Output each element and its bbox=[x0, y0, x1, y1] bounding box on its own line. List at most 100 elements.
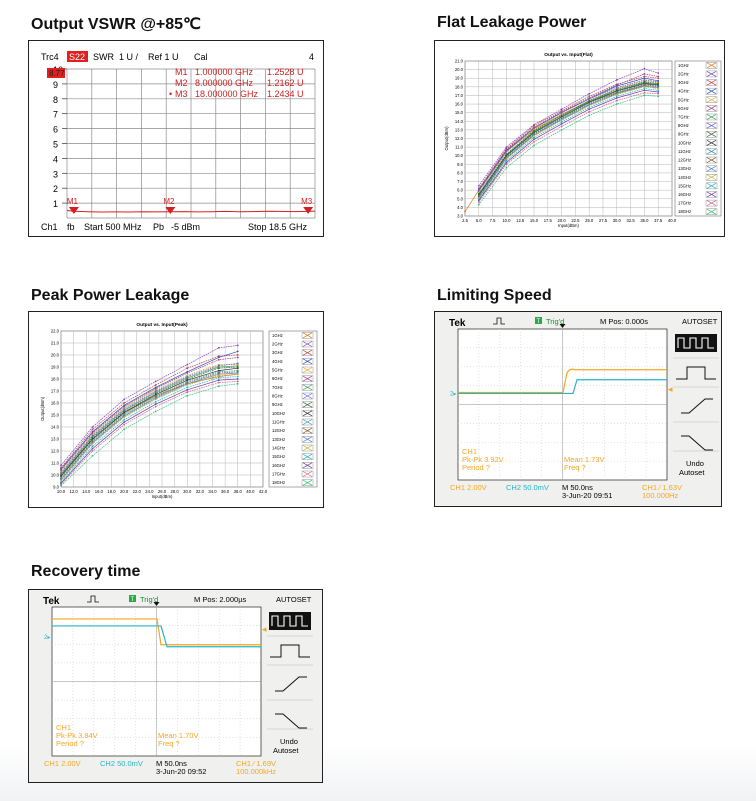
data-point bbox=[588, 106, 591, 109]
data-point bbox=[560, 128, 563, 131]
recovery-title: Recovery time bbox=[31, 563, 141, 580]
timebase: M 50.0ns bbox=[156, 759, 187, 768]
data-point bbox=[615, 95, 618, 98]
legend-label: 16GHz bbox=[272, 463, 285, 468]
legend-label: 11GHz bbox=[678, 149, 691, 154]
series-line bbox=[478, 88, 659, 200]
data-point bbox=[657, 75, 660, 78]
data-point bbox=[505, 166, 508, 169]
legend-swatch bbox=[302, 349, 313, 356]
y-tick-label: 4.0 bbox=[457, 205, 463, 210]
x-tick-label: 34.0 bbox=[208, 489, 217, 494]
legend-swatch bbox=[706, 62, 717, 69]
vswr-scale: 1 U / bbox=[119, 52, 139, 62]
vswr-marker-freq: 18.000000 GHz bbox=[195, 89, 259, 99]
recovery-scope-svg: Tek T Trig'd M Pos: 2.000µs AUTOSET 2▸ ◂ CH1Pk-… bbox=[29, 590, 322, 782]
data-point bbox=[505, 158, 508, 161]
y-tick-label: 14.0 bbox=[51, 425, 60, 430]
datetime: 3-Jun-20 09:51 bbox=[562, 491, 612, 500]
legend-swatch bbox=[302, 332, 313, 339]
data-point bbox=[477, 201, 480, 204]
data-point bbox=[154, 410, 157, 413]
legend-label: 9GHz bbox=[272, 402, 283, 407]
data-point bbox=[643, 91, 646, 94]
menu-square-wave-icon bbox=[677, 337, 714, 349]
x-tick-label: 2.5 bbox=[462, 218, 468, 223]
vswr-panel: Trc4 S22 SWR 1 U / Ref 1 U Cal 4 1098765… bbox=[28, 40, 324, 237]
legend-label: 14GHz bbox=[678, 175, 691, 180]
data-point bbox=[464, 210, 466, 213]
vswr-marker-value: 1.2434 U bbox=[267, 89, 304, 99]
x-tick-label: 7.5 bbox=[490, 218, 496, 223]
data-point bbox=[91, 428, 94, 431]
data-point bbox=[154, 380, 157, 383]
data-point bbox=[236, 350, 239, 353]
data-point bbox=[657, 80, 660, 83]
y-tick-label: 11.0 bbox=[51, 461, 60, 466]
x-tick-label: 14.0 bbox=[82, 489, 91, 494]
legend-swatch bbox=[706, 200, 717, 206]
x-tick-label: 36.0 bbox=[221, 489, 230, 494]
legend-label: 2GHz bbox=[272, 342, 283, 347]
data-point bbox=[505, 159, 508, 162]
data-point bbox=[657, 91, 660, 93]
data-point bbox=[123, 418, 126, 421]
meas-period: Period ? bbox=[462, 463, 490, 472]
y-tick-label: 21.0 bbox=[51, 341, 60, 346]
x-tick-label: 32.0 bbox=[196, 489, 205, 494]
vswr-ytick-label: 4 bbox=[53, 154, 58, 164]
ch2-trace bbox=[52, 625, 261, 648]
x-tick-label: 15.0 bbox=[530, 218, 539, 223]
series-line bbox=[478, 85, 659, 199]
vswr-ref-flag-text: 8.77 bbox=[49, 69, 65, 78]
data-point bbox=[236, 367, 239, 370]
legend-swatch bbox=[302, 453, 313, 460]
meas-ch1-label: CH1 bbox=[56, 723, 71, 732]
vswr-marker-triangle bbox=[303, 207, 314, 214]
trigger-freq: 100.000kHz bbox=[236, 767, 276, 776]
vswr-svg: Trc4 S22 SWR 1 U / Ref 1 U Cal 4 1098765… bbox=[29, 41, 323, 236]
data-point bbox=[91, 434, 94, 437]
legend-label: 18GHz bbox=[272, 480, 285, 485]
limiting-scope-panel: Tek T Trig'd M Pos: 0.000s AUTOSET 2▸ ◂ CH1 Pk-P… bbox=[434, 311, 722, 507]
data-point bbox=[643, 79, 646, 81]
data-point bbox=[657, 77, 660, 80]
meas-period: Period ? bbox=[56, 739, 84, 748]
x-tick-label: 12.0 bbox=[70, 489, 79, 494]
data-point bbox=[123, 405, 126, 408]
data-point bbox=[154, 405, 157, 408]
data-point bbox=[643, 94, 646, 97]
y-tick-label: 15.0 bbox=[51, 413, 60, 418]
data-point bbox=[123, 428, 126, 431]
legend-label: 3GHz bbox=[678, 80, 689, 85]
data-point bbox=[123, 423, 126, 426]
legend-label: 7GHz bbox=[272, 385, 283, 390]
legend-label: 12GHz bbox=[678, 158, 691, 163]
data-point bbox=[186, 394, 189, 397]
legend-swatch bbox=[302, 384, 313, 391]
legend-box bbox=[268, 330, 318, 488]
data-point bbox=[643, 87, 646, 90]
menu-falling-edge-icon bbox=[275, 713, 307, 729]
x-tick-label: 30.0 bbox=[613, 218, 622, 223]
x-tick-label: 35.0 bbox=[640, 218, 649, 223]
vswr-marker-value: 1.2162 U bbox=[267, 78, 304, 88]
data-point bbox=[217, 376, 220, 379]
data-point bbox=[643, 75, 646, 78]
flat-panel: Output vs. Input(Flat) 2.5 5.0 7.5 10.0 12.5 1… bbox=[434, 40, 725, 237]
data-point bbox=[643, 67, 646, 70]
meas-ch1-label: CH1 bbox=[462, 447, 477, 456]
vswr-ytick-label: 6 bbox=[53, 125, 58, 135]
data-point bbox=[615, 93, 618, 96]
x-tick-label: 37.5 bbox=[654, 218, 663, 223]
legend-swatch bbox=[302, 427, 313, 434]
data-point bbox=[533, 135, 535, 137]
legend-swatch bbox=[302, 375, 313, 382]
legend-label: 17GHz bbox=[678, 201, 691, 206]
legend-swatch bbox=[302, 393, 313, 399]
y-tick-label: 17.0 bbox=[51, 389, 60, 394]
tek-logo: Tek bbox=[43, 596, 60, 607]
legend-swatch bbox=[302, 471, 313, 477]
trig-indicator bbox=[535, 317, 542, 324]
vswr-ytick-label: 8 bbox=[53, 95, 58, 105]
